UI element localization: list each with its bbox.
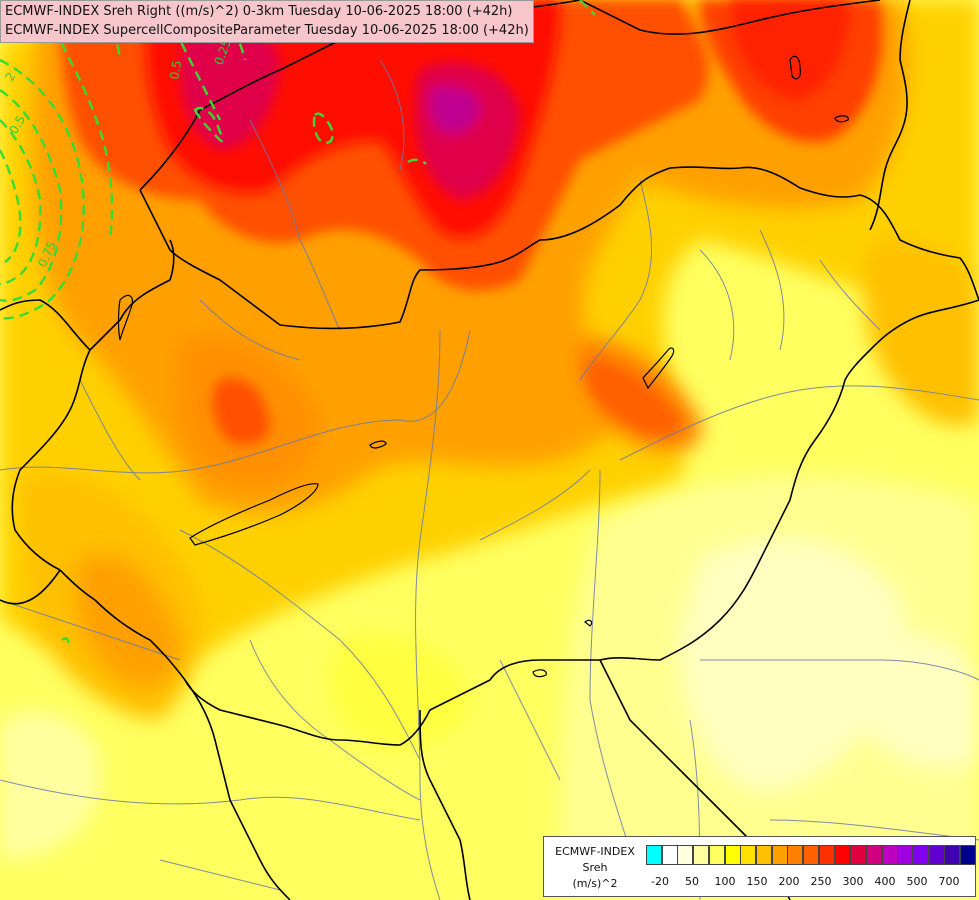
lake-balaton — [189, 483, 319, 546]
lake-small-1 — [369, 440, 387, 449]
legend-swatch — [850, 845, 867, 865]
lake-small-3 — [789, 55, 801, 80]
legend-swatch — [708, 845, 725, 865]
title-line-2: ECMWF-INDEX SupercellCompositeParameter … — [5, 23, 529, 38]
legend-tick-label: 700 — [938, 875, 960, 888]
color-legend: ECMWF-INDEX Sreh (m/s)^2 -20 50 100 150 200 2… — [543, 836, 976, 897]
legend-tick-label: 150 — [746, 875, 768, 888]
legend-tick-label: 400 — [874, 875, 896, 888]
legend-tick-label: 250 — [810, 875, 832, 888]
lake-small-7 — [584, 619, 593, 627]
rivers — [0, 59, 979, 900]
legend-swatch — [771, 845, 788, 865]
legend-tick-label: 100 — [714, 875, 736, 888]
contour-label-2: 0.5 — [167, 59, 184, 80]
legend-swatch — [865, 845, 882, 865]
legend-tick-label: 300 — [842, 875, 864, 888]
lake-small-4 — [834, 115, 849, 123]
legend-swatch — [960, 845, 976, 865]
legend-swatch — [724, 845, 741, 865]
lake-small-6 — [532, 669, 547, 678]
legend-swatch — [787, 845, 804, 865]
legend-variable: Sreh — [582, 861, 608, 874]
legend-swatch — [661, 845, 678, 865]
map-title-box: ECMWF-INDEX Sreh Right ((m/s)^2) 0-3km T… — [0, 0, 534, 43]
legend-unit: (m/s)^2 — [572, 877, 618, 890]
legend-swatch — [881, 845, 898, 865]
legend-swatch — [693, 845, 710, 865]
legend-tick-label: 500 — [906, 875, 928, 888]
legend-swatch — [677, 845, 694, 865]
title-line-1: ECMWF-INDEX Sreh Right ((m/s)^2) 0-3km T… — [5, 4, 513, 19]
legend-swatch — [912, 845, 929, 865]
lake-small-5 — [642, 347, 675, 390]
lake-small-2 — [117, 294, 133, 341]
legend-swatch — [897, 845, 914, 865]
legend-tick-label: 50 — [685, 875, 699, 888]
legend-tick-label: 200 — [778, 875, 800, 888]
legend-swatch — [740, 845, 757, 865]
legend-swatch — [803, 845, 819, 865]
legend-swatch — [646, 845, 662, 865]
lakes — [117, 55, 849, 678]
legend-swatch — [834, 845, 851, 865]
legend-swatch — [755, 845, 772, 865]
legend-tick-label: -20 — [651, 875, 669, 888]
legend-swatch — [944, 845, 961, 865]
legend-swatch — [928, 845, 945, 865]
legend-title: ECMWF-INDEX — [555, 845, 635, 858]
legend-swatch — [818, 845, 835, 865]
